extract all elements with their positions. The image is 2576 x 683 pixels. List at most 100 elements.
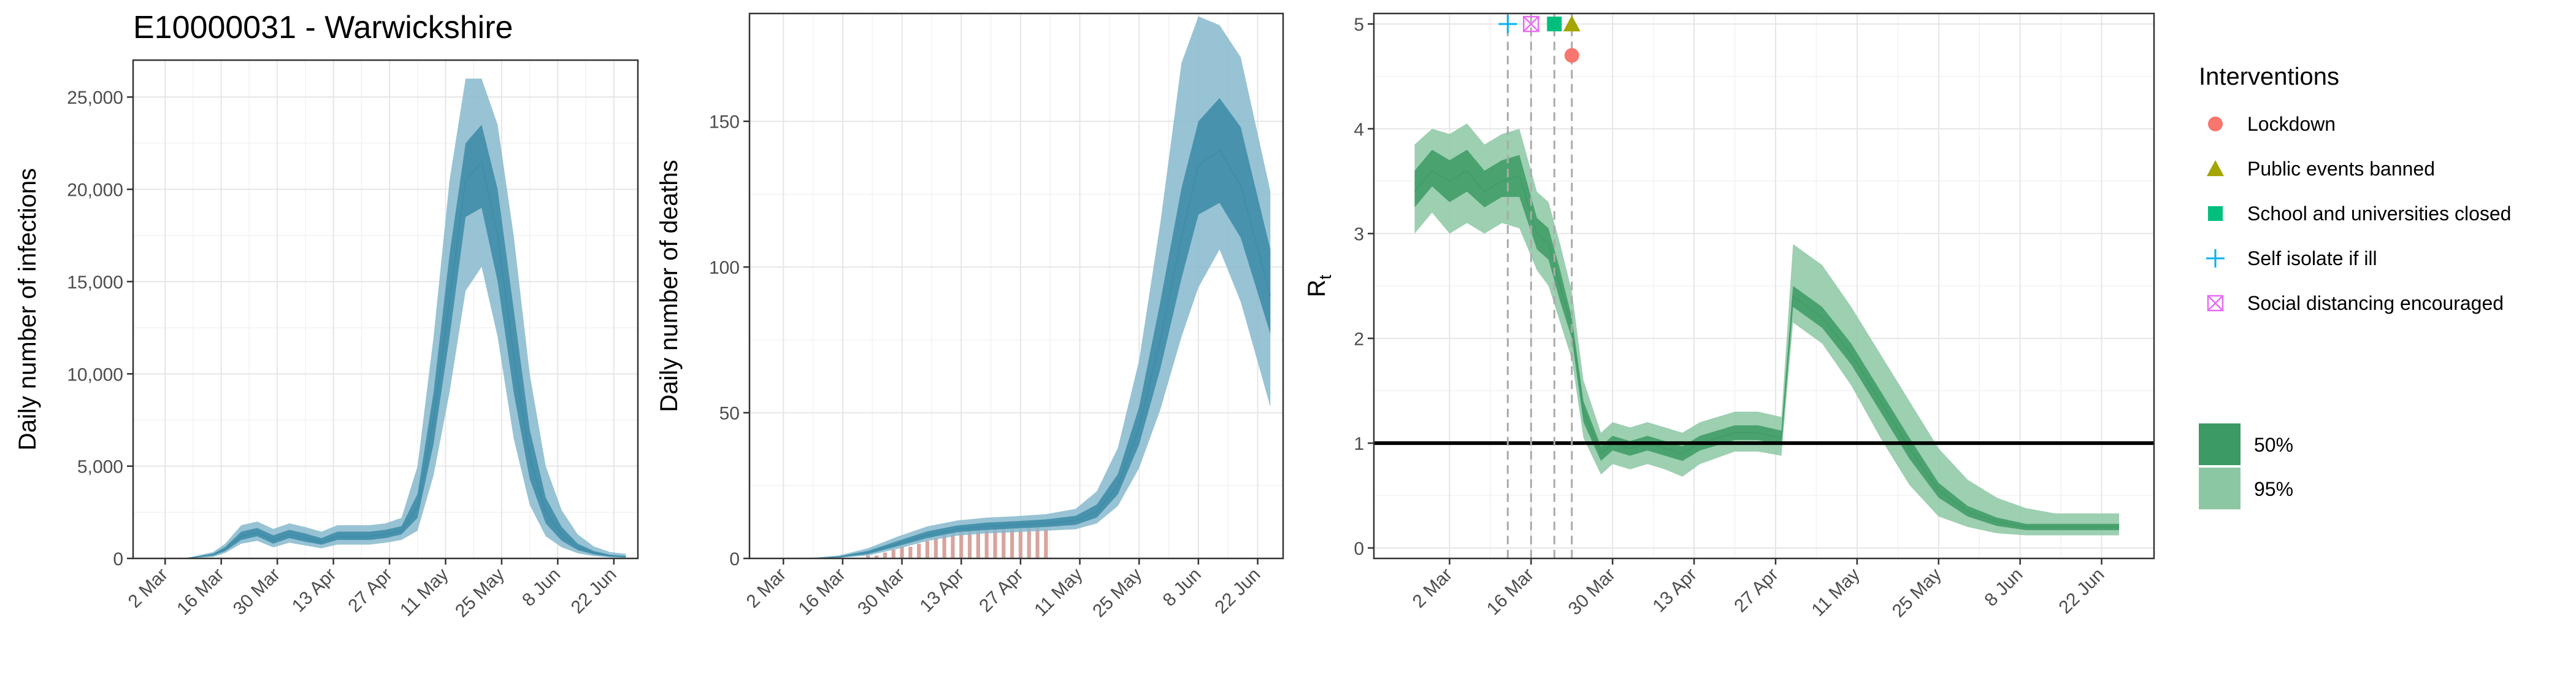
y-axis-title-main: R — [1303, 279, 1330, 297]
x-tick-label: 16 Mar — [173, 565, 228, 619]
legend-item-label: Self isolate if ill — [2247, 247, 2377, 269]
y-tick-label: 50 — [719, 404, 740, 424]
y-tick-label: 4 — [1354, 120, 1364, 140]
observed-death-bar — [866, 555, 870, 558]
observed-death-bar — [925, 541, 930, 558]
observed-death-bar — [875, 555, 879, 558]
y-tick-label: 10,000 — [67, 365, 123, 385]
legend-marker-triangle — [2207, 160, 2224, 176]
legend-ci-label: 50% — [2254, 434, 2293, 456]
x-tick-label: 27 Apr — [1730, 565, 1782, 617]
legend-ci-swatch — [2199, 423, 2241, 465]
x-tick-label: 8 Jun — [1159, 565, 1205, 611]
observed-death-bar — [993, 526, 997, 558]
observed-death-bar — [917, 544, 921, 558]
x-tick-label: 22 Jun — [2055, 565, 2108, 618]
y-tick-label: 1 — [1354, 434, 1364, 454]
x-tick-label: 25 May — [451, 565, 508, 622]
x-tick-label: 8 Jun — [518, 565, 564, 611]
x-tick-label: 30 Mar — [1565, 565, 1619, 619]
intervention-marker-square — [1547, 17, 1562, 32]
y-tick-label: 150 — [709, 112, 740, 133]
observed-death-bar — [891, 549, 895, 558]
y-tick-label: 20,000 — [67, 180, 123, 201]
x-tick-label: 25 May — [1089, 565, 1146, 622]
observed-death-bar — [933, 538, 938, 558]
observed-death-bar — [1035, 526, 1040, 558]
observed-death-bar — [900, 547, 904, 558]
y-tick-label: 5 — [1354, 15, 1364, 35]
legend-marker-boxx — [2207, 295, 2224, 312]
observed-death-bar — [976, 529, 980, 558]
y-tick-label: 3 — [1354, 225, 1364, 245]
legend-item-label: Public events banned — [2247, 158, 2435, 180]
x-tick-label: 22 Jun — [567, 565, 621, 618]
y-tick-label: 100 — [709, 258, 740, 278]
plot-background — [133, 60, 638, 558]
y-tick-label: 5,000 — [77, 457, 123, 477]
y-tick-label: 15,000 — [67, 272, 123, 293]
y-axis-title-subscript: t — [1316, 274, 1335, 279]
intervention-marker-triangle — [1563, 15, 1581, 32]
y-tick-label: 2 — [1354, 329, 1364, 349]
panel-1: 0 5,000 10,000 15,000 20,000 25,000 2 Mar 16 Ma… — [14, 10, 639, 622]
median-line — [1414, 169, 2120, 528]
legend-ci-label: 95% — [2254, 478, 2293, 500]
ci-95-band — [185, 79, 626, 558]
plot-border — [748, 12, 1284, 560]
x-tick-label: 13 Apr — [288, 565, 340, 617]
legend-ci-swatch — [2199, 468, 2241, 509]
legend-marker-circle — [2208, 117, 2223, 131]
plot-border — [132, 59, 639, 560]
x-tick-label: 11 May — [1030, 565, 1086, 620]
x-tick-label: 27 Apr — [975, 565, 1027, 617]
y-tick-label: 25,000 — [67, 88, 123, 108]
observed-death-bar — [1044, 529, 1048, 558]
observed-death-bar — [883, 552, 887, 558]
median-line — [779, 149, 1271, 559]
observed-death-bar — [942, 535, 946, 558]
observed-death-bar — [967, 529, 972, 558]
x-tick-label: 16 Mar — [794, 565, 849, 619]
x-tick-label: 11 May — [1808, 565, 1864, 620]
y-axis-title: Daily number of deaths — [656, 160, 683, 412]
legend-marker-plus — [2206, 249, 2225, 268]
intervention-marker-boxx — [1523, 15, 1539, 33]
observed-death-bar — [1027, 526, 1031, 558]
x-tick-label: 30 Mar — [229, 565, 284, 619]
y-tick-label: 0 — [1354, 539, 1364, 559]
x-tick-label: 16 Mar — [1483, 565, 1538, 619]
median-line — [185, 160, 626, 559]
legend: Interventions Lockdown Public events banne… — [2199, 63, 2511, 509]
observed-death-bar — [951, 532, 955, 558]
x-tick-label: 2 Mar — [1409, 565, 1457, 612]
observed-death-bar — [959, 532, 964, 558]
y-tick-label: 0 — [113, 549, 123, 569]
x-tick-label: 8 Jun — [1980, 565, 2026, 611]
observed-death-bar — [1002, 526, 1006, 558]
legend-title: Interventions — [2199, 63, 2339, 90]
x-tick-label: 30 Mar — [854, 565, 908, 619]
observed-death-bar — [984, 529, 989, 558]
observed-death-bar — [1018, 529, 1023, 558]
y-axis-title: Daily number of infections — [14, 168, 41, 450]
intervention-marker-circle — [1564, 48, 1579, 63]
panel-3: 0 1 2 3 4 5 2 Mar 16 Mar 30 Mar 13 Apr 27 Apr 11 Ma… — [1303, 12, 2155, 622]
legend-marker-square — [2208, 206, 2223, 221]
y-axis-title: Rt — [1303, 274, 1335, 297]
x-tick-label: 13 Apr — [916, 565, 968, 617]
x-tick-label: 2 Mar — [125, 565, 172, 612]
x-tick-label: 22 Jun — [1211, 565, 1264, 618]
ci-95-band — [779, 16, 1271, 559]
x-tick-label: 11 May — [396, 565, 452, 620]
legend-item-label: School and universities closed — [2247, 203, 2511, 225]
intervention-marker-plus — [1498, 15, 1517, 34]
plot-border — [1373, 12, 2155, 560]
legend-item-label: Lockdown — [2247, 113, 2336, 135]
observed-death-bar — [1010, 529, 1014, 558]
plot-title: E10000031 - Warwickshire — [133, 10, 513, 45]
y-tick-label: 0 — [729, 549, 740, 569]
legend-item-label: Social distancing encouraged — [2247, 292, 2504, 314]
x-tick-label: 25 May — [1888, 565, 1945, 622]
